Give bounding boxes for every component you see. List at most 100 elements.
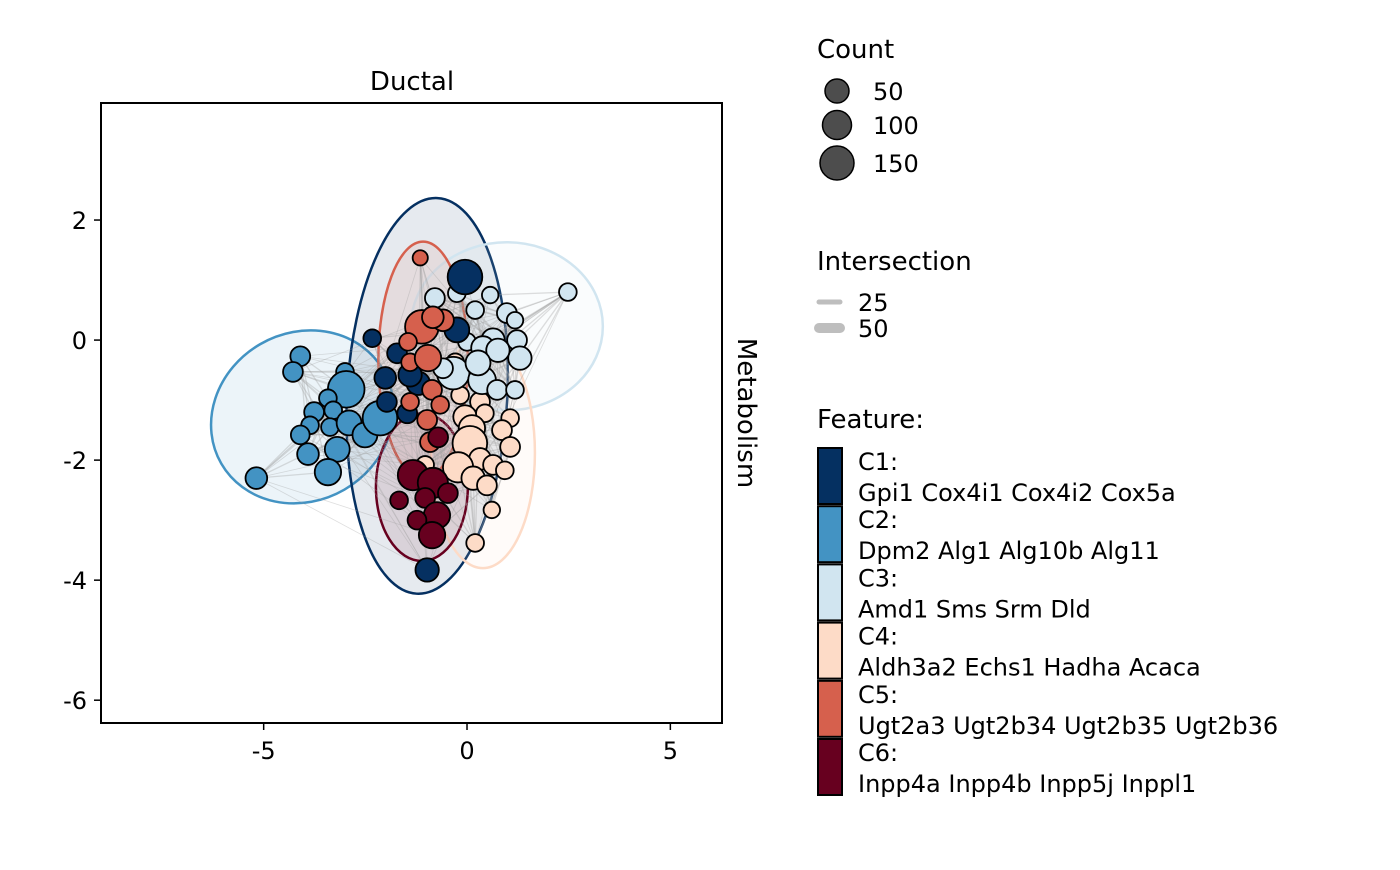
edge (516, 291, 569, 341)
legend-intersection-label: 50 (858, 315, 889, 343)
edge (501, 291, 569, 431)
point-C1 (373, 366, 398, 390)
legend-intersection-title: Intersection (817, 247, 972, 277)
legend-feature-genes: Ugt2a3 Ugt2b34 Ugt2b35 Ugt2b36 (858, 712, 1278, 740)
y-tick-label: -6 (63, 687, 87, 715)
legend-feature-label: C6: (858, 739, 898, 767)
edge (300, 341, 468, 357)
legend-count-label: 100 (873, 112, 919, 140)
legend-count-title: Count (817, 35, 894, 65)
point-C6 (389, 490, 409, 511)
point-C4 (495, 460, 515, 481)
point-C5 (416, 409, 438, 431)
legend-intersection-label: 25 (858, 289, 889, 317)
legend-count-label: 50 (873, 78, 904, 106)
point-C3 (505, 311, 525, 330)
legend-feature-swatch-C3 (817, 563, 843, 622)
x-axis: -5 0 5 (252, 723, 678, 765)
legend-count-label: 150 (873, 150, 919, 178)
x-tick-label: -5 (252, 737, 276, 765)
legend-count-symbol (824, 78, 850, 104)
edge (332, 410, 428, 571)
point-C5 (413, 344, 443, 373)
legend-feature-swatch-C2 (817, 505, 843, 564)
legend-feature-genes: Dpm2 Alg1 Alg10b Alg11 (858, 537, 1160, 565)
edge (255, 409, 334, 479)
legend-feature-label: C4: (858, 623, 898, 651)
legend-feature-genes: Inpp4a Inpp4b Inpp5j Inppl1 (858, 770, 1196, 798)
point-C1 (446, 258, 484, 296)
point-C5 (400, 392, 420, 412)
point-C3 (486, 379, 508, 401)
point-C3 (424, 287, 446, 309)
point-C2 (313, 458, 343, 487)
edge (496, 291, 569, 391)
point-C2 (289, 424, 311, 446)
legend-feature-swatch-C4 (817, 621, 843, 680)
legend-feature-label: C3: (858, 564, 898, 592)
point-C3 (481, 285, 500, 305)
legend-feature-swatch-C6 (817, 738, 843, 796)
point-C5 (411, 249, 429, 267)
chart-title: Ductal (370, 67, 454, 97)
edge (292, 371, 454, 374)
point-C3 (558, 282, 578, 302)
legend-feature-genes: Aldh3a2 Echs1 Hadha Acaca (858, 654, 1201, 682)
point-C4 (482, 500, 501, 520)
edge (292, 371, 331, 428)
plot-area (100, 102, 723, 724)
point-C4 (476, 474, 498, 497)
strip-label-right: Metabolism (731, 338, 761, 488)
point-C6 (417, 521, 447, 550)
legend-count-symbol (819, 145, 855, 181)
x-tick-label: 5 (663, 737, 678, 765)
point-C1 (414, 557, 440, 583)
plot-border (100, 102, 723, 724)
edge (514, 291, 569, 391)
point-C3 (485, 337, 511, 363)
x-tick-label: 0 (459, 737, 474, 765)
point-C5 (421, 305, 445, 330)
legend-feature-genes: Gpi1 Cox4i1 Cox4i2 Cox5a (858, 479, 1176, 507)
legend-count: Count 50 100 150 (817, 35, 919, 181)
point-C3 (465, 300, 485, 320)
point-C6 (406, 509, 428, 531)
point-C2 (282, 361, 304, 383)
legend-count-symbol (821, 109, 853, 141)
y-tick-label: -2 (63, 447, 87, 475)
legend-feature-label: C5: (858, 681, 898, 709)
point-C1 (376, 391, 398, 413)
legend-feature-swatch-C1 (817, 447, 843, 505)
point-C4 (465, 533, 485, 553)
point-layer (244, 249, 578, 583)
point-C5 (430, 395, 450, 415)
point-C4 (499, 436, 521, 458)
point-C2 (244, 466, 269, 490)
y-tick-label: 2 (72, 207, 87, 235)
edge (490, 291, 568, 296)
point-C2 (323, 435, 351, 463)
point-C3 (505, 380, 525, 400)
edge (256, 477, 428, 571)
y-tick-label: 0 (72, 327, 87, 355)
edge (292, 294, 491, 373)
point-C2 (296, 442, 320, 466)
edge (337, 448, 459, 468)
legend-feature-label: C1: (858, 448, 898, 476)
point-C1 (362, 328, 383, 349)
edge (327, 419, 428, 473)
y-tick-label: -4 (63, 567, 87, 595)
point-C6 (427, 426, 449, 449)
legend-feature-title: Feature: (817, 405, 924, 435)
point-C6 (437, 482, 459, 504)
edge (442, 291, 569, 369)
point-C3 (507, 345, 533, 371)
edge (492, 291, 569, 341)
edge (348, 353, 398, 424)
legend-feature-swatch-C5 (817, 679, 843, 738)
legend-feature-label: C2: (858, 506, 898, 534)
point-C3 (464, 349, 492, 377)
